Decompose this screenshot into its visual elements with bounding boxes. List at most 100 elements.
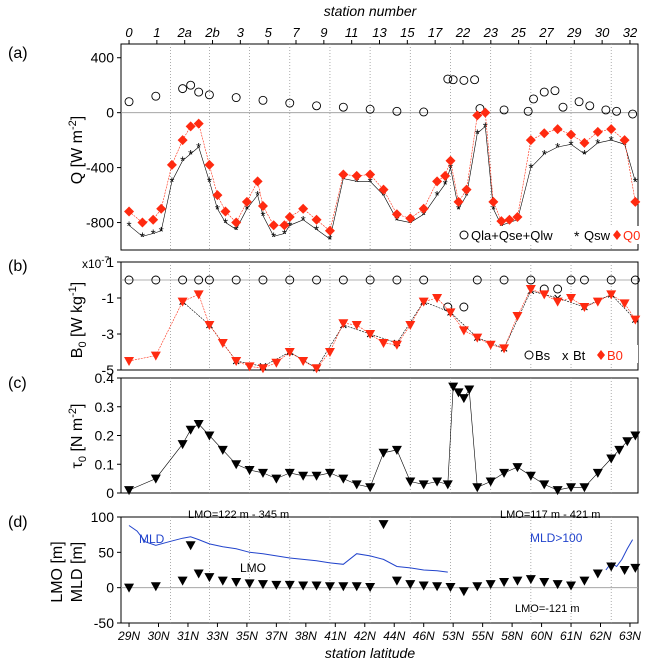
point-b_0 (579, 303, 590, 312)
y-tick-label: -50 (94, 615, 114, 631)
point-b_0 (257, 364, 268, 374)
point-tau_0 (271, 474, 282, 484)
y-tick-label: -3 (102, 326, 115, 342)
point-tau_0 (324, 468, 335, 478)
top-tick-label: 1 (153, 25, 160, 40)
point-lmo (445, 582, 456, 592)
point-tau_0 (204, 431, 215, 441)
point-q_la+q_se+q_lw (529, 94, 538, 104)
top-tick-label: 29 (566, 25, 581, 40)
legend-diamond-marker (597, 350, 605, 360)
point-q_sw: * (475, 126, 480, 141)
point-q_0 (148, 214, 159, 225)
bottom-tick-label: 53N (442, 629, 464, 643)
point-lmo (365, 582, 376, 592)
point-q_0 (351, 170, 362, 181)
y-tick-label: 100 (91, 509, 115, 525)
point-q_la+q_se+q_lw (338, 102, 348, 112)
point-q_sw: * (568, 137, 573, 152)
point-lmo (512, 576, 523, 586)
y-tick-label: 0.3 (95, 399, 115, 415)
point-q_sw: * (582, 147, 587, 162)
point-tau_0 (405, 477, 416, 487)
point-q_la+q_se+q_lw (231, 93, 241, 103)
point-q_la+q_se+q_lw (601, 105, 611, 115)
plot-frame (120, 377, 639, 494)
point-q_0 (432, 176, 443, 187)
bottom-tick-label: 63N (619, 629, 641, 643)
point-lmo (231, 578, 242, 588)
point-q_la+q_se+q_lw (186, 80, 196, 90)
point-q_0 (440, 170, 451, 181)
point-q_0 (137, 217, 148, 228)
point-q_0 (445, 155, 456, 166)
series-line-mld (128, 525, 448, 573)
point-lmo (499, 578, 510, 588)
point-lmo (177, 576, 188, 586)
point-tau_0 (338, 474, 349, 484)
point-b_0 (405, 321, 416, 330)
y-tick-label: 0.1 (95, 456, 115, 472)
top-tick-label: 7 (292, 25, 300, 40)
point-q_0 (268, 220, 279, 231)
point-tau_0 (298, 471, 309, 481)
bottom-axis-title: station latitude (325, 645, 415, 661)
plot-frame (120, 43, 639, 251)
point-q_sw: * (595, 136, 600, 151)
point-q_sw: * (234, 222, 239, 237)
point-q_sw: * (368, 174, 373, 189)
point-q_sw: * (542, 147, 547, 162)
point-lmo (539, 578, 550, 588)
point-q_la+q_se+q_lw (475, 104, 485, 113)
point-b_0 (298, 357, 309, 366)
top-tick-label: 5 (265, 25, 273, 40)
point-q_0 (220, 206, 231, 217)
point-b_s (312, 275, 321, 285)
point-lmo (458, 587, 469, 597)
bottom-tick-label: 58N (501, 629, 523, 643)
point-q_sw: * (223, 216, 228, 231)
point-q_0 (418, 203, 429, 214)
bottom-axis: 29N 30N 31N 33N 35N 37N 38N 41N 42N 44N 46N 53N 55N 5… (117, 623, 641, 661)
panel-d-label: (d) (8, 514, 28, 531)
panel-c-ylabel: τ0 [N m-2] (67, 404, 89, 469)
point-q_0 (391, 209, 402, 220)
top-tick-label: 30 (595, 25, 610, 40)
point-lmo (566, 581, 577, 591)
point-tau_0 (472, 483, 483, 493)
point-q_0 (461, 184, 472, 195)
point-q_sw: * (354, 174, 359, 189)
point-tau_0 (442, 480, 453, 490)
panel-b-label: (b) (8, 258, 28, 275)
bottom-tick-label: 60N (531, 629, 553, 643)
panel-a-plot: 400 0 -400 -800 * * * * * * * * * * * * * * * * * * * * * * * * * * * *… (86, 43, 641, 251)
point-b_0 (445, 308, 456, 318)
point-lmo (244, 579, 255, 589)
point-lmo (193, 569, 204, 579)
point-lmo (124, 583, 135, 593)
point-b_s (499, 275, 509, 285)
point-q_0 (579, 137, 590, 148)
point-q_0 (619, 135, 630, 146)
top-tick-label: 3 (237, 25, 245, 40)
point-q_0 (480, 107, 491, 118)
legend-q-nonsolar: Qla+Qse+Qlw (471, 228, 553, 243)
point-b_0 (324, 348, 335, 357)
point-q_sw: * (456, 202, 461, 217)
panel-b-legend: Bs x Bt B0 (520, 345, 638, 363)
point-b_s (258, 275, 268, 285)
point-q_sw: * (421, 207, 426, 222)
panel-c-label: (c) (8, 375, 27, 392)
point-b_0 (630, 315, 641, 325)
point-b_s (553, 284, 563, 294)
point-b_s (630, 275, 640, 285)
point-q_la+q_se+q_lw (258, 95, 268, 105)
point-tau_0 (177, 440, 188, 450)
point-b_s (338, 275, 348, 285)
point-q_0 (566, 129, 577, 140)
top-tick-label: 25 (510, 25, 526, 40)
point-b_0 (193, 290, 204, 300)
point-lmo (257, 580, 268, 590)
bottom-tick-label: 38N (295, 629, 317, 643)
panel-d-ylabel-lmo: LMO [m] (49, 541, 66, 602)
